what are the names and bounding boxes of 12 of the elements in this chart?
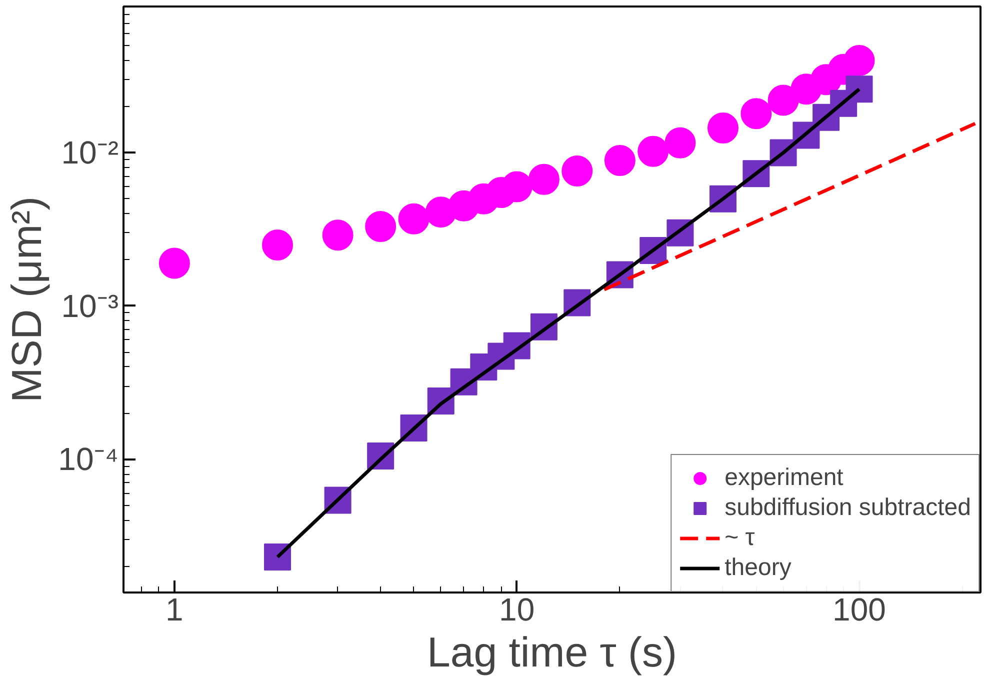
legend-label: experiment bbox=[724, 464, 844, 492]
y-axis-title: MSD (μm²) bbox=[3, 196, 50, 403]
x-tick-label: 1 bbox=[166, 592, 184, 628]
y-tick-label: 10⁻² bbox=[61, 134, 119, 171]
x-tick-label: 10 bbox=[499, 592, 535, 628]
legend-label: subdiffusion subtracted bbox=[724, 494, 971, 522]
y-tick-label: 10⁻⁴ bbox=[58, 441, 118, 478]
legend-label: ~ τ bbox=[724, 524, 755, 552]
x-tick-label: 100 bbox=[832, 592, 886, 628]
y-tick-label: 10⁻³ bbox=[61, 288, 119, 324]
x-axis-title: Lag time τ (s) bbox=[427, 628, 678, 676]
legend-label: theory bbox=[724, 554, 792, 582]
